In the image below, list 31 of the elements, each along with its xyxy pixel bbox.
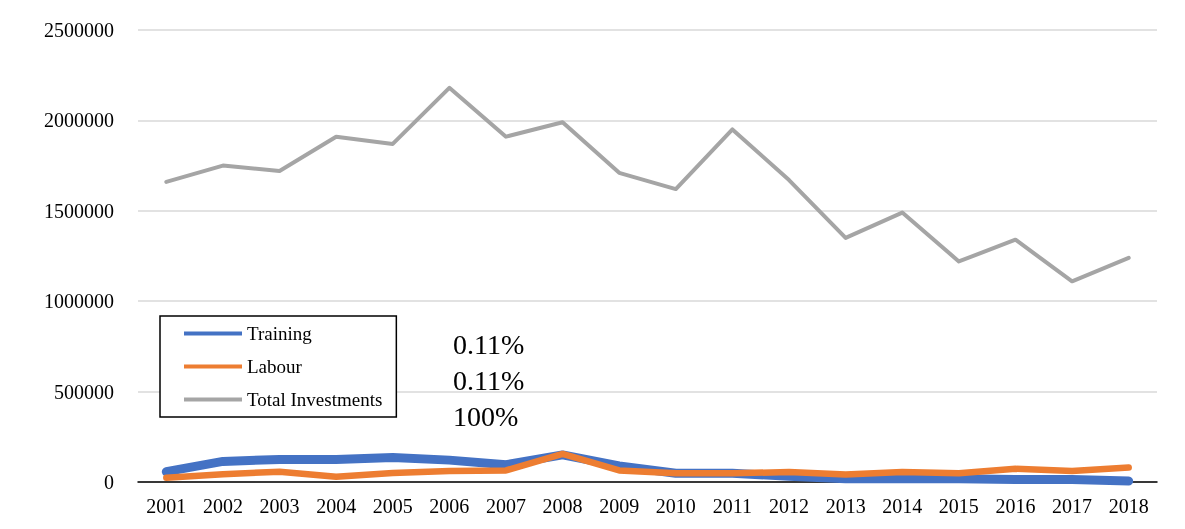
- x-tick-label: 2013: [825, 495, 866, 517]
- y-tick-label: 0: [104, 471, 114, 493]
- x-tick-label: 2008: [542, 495, 583, 517]
- x-tick-label: 2018: [1108, 495, 1149, 517]
- x-tick-label: 2015: [938, 495, 979, 517]
- x-tick-label: 2006: [429, 495, 470, 517]
- x-tick-label: 2007: [485, 495, 526, 517]
- x-tick-label: 2014: [882, 495, 923, 517]
- x-tick-label: 2004: [316, 495, 357, 517]
- y-tick-label: 1500000: [44, 199, 114, 222]
- x-tick-label: 2001: [146, 495, 187, 517]
- x-tick-label: 2017: [1052, 495, 1093, 517]
- x-tick-label: 2011: [712, 495, 753, 517]
- y-tick-label: 1000000: [44, 290, 114, 313]
- legend-label: Total Investments: [247, 389, 383, 410]
- y-tick-label: 500000: [54, 380, 114, 403]
- legend-label: Training: [247, 323, 313, 344]
- x-tick-label: 2016: [995, 495, 1036, 517]
- y-tick-label: 2000000: [44, 109, 114, 132]
- line-series: [164, 85, 1131, 284]
- x-tick-label: 2009: [599, 495, 640, 517]
- annotation: 0.11%: [453, 328, 525, 360]
- annotation: 0.11%: [453, 364, 525, 396]
- x-tick-label: 2010: [655, 495, 696, 517]
- x-tick-label: 2002: [202, 495, 243, 517]
- x-tick-label: 2005: [372, 495, 413, 517]
- x-tick-label: 2003: [259, 495, 300, 517]
- legend-label: Labour: [247, 356, 303, 377]
- y-tick-label: 2500000: [44, 19, 114, 41]
- annotation: 100%: [453, 400, 519, 432]
- x-tick-label: 2012: [769, 495, 810, 517]
